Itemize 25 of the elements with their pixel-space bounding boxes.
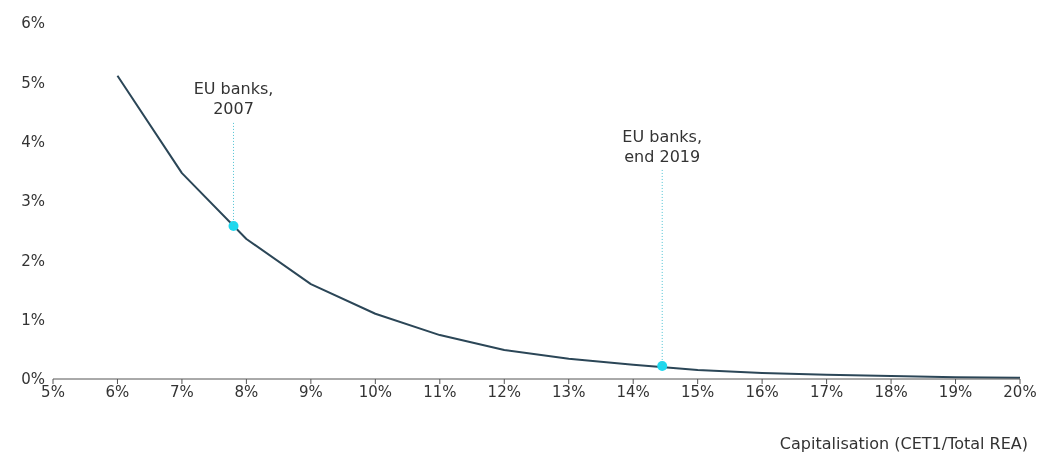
x-tick-label: 13% [552, 382, 586, 401]
x-tick-label: 12% [487, 382, 521, 401]
x-tick-label: 9% [298, 382, 323, 401]
y-tick-label: 5% [21, 73, 45, 92]
x-tick-label: 10% [358, 382, 393, 401]
x-tick-label: 18% [874, 382, 908, 401]
y-tick-label: 4% [21, 132, 45, 151]
x-tick-label: 11% [423, 382, 457, 401]
x-tick-label: 6% [105, 382, 130, 401]
x-tick-label: 14% [616, 382, 650, 401]
x-tick-label: 8% [234, 382, 259, 401]
x-tick-label: 7% [170, 382, 194, 401]
line-series [116, 74, 1020, 379]
y-tick-label: 2% [21, 251, 45, 270]
annotation: EU banks, 2007 [193, 78, 274, 118]
y-tick-label: 3% [21, 192, 45, 211]
x-tick-label: 20% [1003, 382, 1037, 401]
x-tick-label: 15% [680, 382, 715, 401]
x-tick-label: 17% [809, 382, 844, 401]
annotation: EU banks, end 2019 [622, 126, 703, 166]
x-tick-label: 16% [745, 382, 779, 401]
y-tick-label: 1% [21, 310, 45, 329]
x-axis-title: Capitalisation (CET1/Total REA) [779, 434, 1028, 453]
x-tick-label: 19% [938, 382, 973, 401]
y-tick-label: 6% [21, 14, 45, 33]
